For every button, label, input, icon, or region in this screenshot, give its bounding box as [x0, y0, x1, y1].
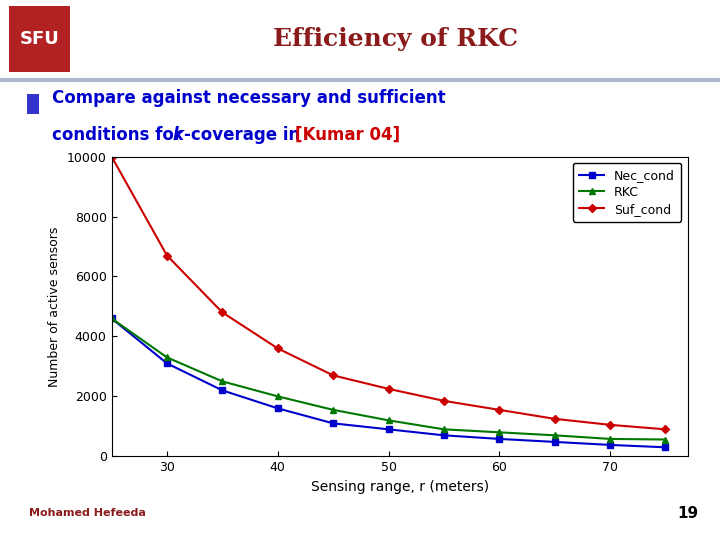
- Line: Nec_cond: Nec_cond: [109, 315, 669, 450]
- RKC: [661, 436, 670, 443]
- Nec_cond: [329, 420, 338, 427]
- RKC: [550, 432, 559, 438]
- RKC: [606, 436, 614, 442]
- RKC: [495, 429, 503, 436]
- Suf_cond: [440, 397, 449, 404]
- Suf_cond: [163, 252, 171, 259]
- FancyBboxPatch shape: [27, 94, 39, 114]
- Text: Mohamed Hefeeda: Mohamed Hefeeda: [29, 508, 145, 518]
- Suf_cond: [274, 345, 282, 352]
- Line: RKC: RKC: [108, 315, 669, 443]
- Nec_cond: [440, 432, 449, 438]
- Nec_cond: [107, 315, 116, 322]
- FancyBboxPatch shape: [9, 6, 70, 72]
- Text: -coverage in: -coverage in: [184, 126, 305, 144]
- Text: 19: 19: [678, 506, 698, 521]
- RKC: [218, 378, 227, 384]
- Suf_cond: [606, 422, 614, 428]
- RKC: [274, 393, 282, 400]
- Nec_cond: [495, 436, 503, 442]
- Text: Compare against necessary and sufficient: Compare against necessary and sufficient: [52, 89, 446, 107]
- RKC: [440, 426, 449, 433]
- Text: conditions for: conditions for: [52, 126, 188, 144]
- RKC: [163, 354, 171, 361]
- Suf_cond: [218, 309, 227, 316]
- Nec_cond: [218, 387, 227, 394]
- Nec_cond: [661, 444, 670, 450]
- Nec_cond: [606, 442, 614, 448]
- Text: SFU: SFU: [19, 30, 60, 48]
- Suf_cond: [384, 386, 393, 392]
- Text: k: k: [173, 126, 184, 144]
- RKC: [107, 315, 116, 322]
- Nec_cond: [384, 426, 393, 433]
- Nec_cond: [550, 438, 559, 445]
- Suf_cond: [107, 153, 116, 160]
- X-axis label: Sensing range, r (meters): Sensing range, r (meters): [310, 480, 489, 494]
- Text: [Kumar 04]: [Kumar 04]: [295, 126, 400, 144]
- Text: Efficiency of RKC: Efficiency of RKC: [274, 27, 518, 51]
- RKC: [384, 417, 393, 423]
- RKC: [329, 407, 338, 413]
- Nec_cond: [163, 360, 171, 367]
- Line: Suf_cond: Suf_cond: [109, 153, 669, 433]
- Suf_cond: [661, 426, 670, 433]
- Legend: Nec_cond, RKC, Suf_cond: Nec_cond, RKC, Suf_cond: [573, 163, 681, 222]
- Suf_cond: [550, 416, 559, 422]
- Y-axis label: Number of active sensors: Number of active sensors: [48, 226, 61, 387]
- Nec_cond: [274, 405, 282, 411]
- Suf_cond: [495, 407, 503, 413]
- Suf_cond: [329, 372, 338, 379]
